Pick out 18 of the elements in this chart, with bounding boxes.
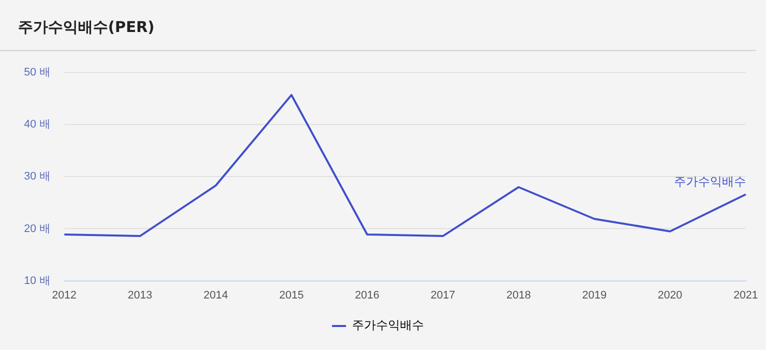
x-tick-label: 2015 [279, 289, 304, 302]
text: 주가수익배수 [674, 174, 746, 189]
legend-label: 주가수익배수 [352, 318, 424, 332]
x-tick-label: 2014 [203, 289, 228, 302]
y-tick-label: 40 배 [24, 118, 50, 131]
x-tick-label: 2016 [354, 289, 380, 302]
y-tick-label: 20 배 [24, 222, 50, 235]
y-tick-label: 10 배 [24, 274, 50, 287]
x-tick-label: 2017 [430, 289, 456, 302]
x-tick-label: 2019 [582, 289, 607, 302]
chart-title: 주가수익배수(PER) [18, 18, 155, 37]
y-tick-label: 30 배 [24, 170, 50, 183]
x-tick-label: 2021 [734, 289, 758, 302]
y-tick-label: 50 배 [24, 66, 50, 79]
x-tick-label: 2020 [658, 289, 682, 302]
x-tick-label: 2012 [52, 289, 77, 302]
x-tick-label: 2018 [506, 289, 531, 302]
x-tick-label: 2013 [128, 289, 152, 302]
